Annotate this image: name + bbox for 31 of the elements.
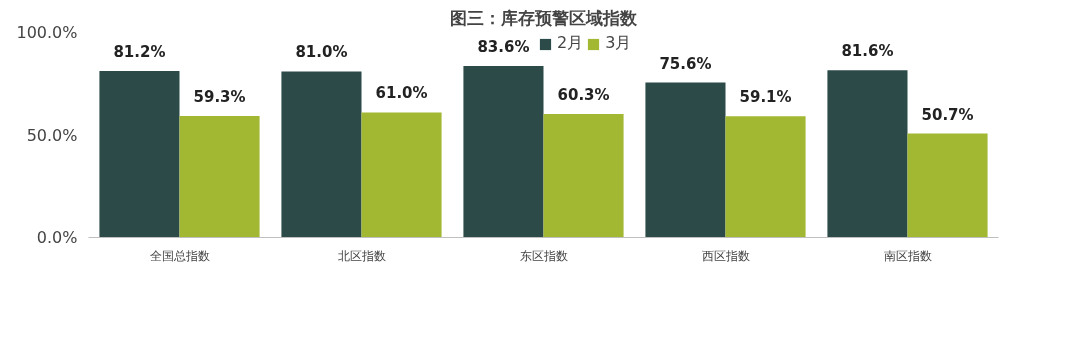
chart-title: 图三：库存预警区域指数 [450, 7, 638, 28]
legend-label: 2月 [557, 33, 584, 54]
x-tick-label: 北区指数 [337, 248, 386, 263]
bar [543, 113, 624, 238]
data-label: 81.2% [113, 43, 166, 62]
x-tick-label: 全国总指数 [149, 248, 210, 263]
bar [645, 82, 726, 238]
data-label: 50.7% [921, 105, 974, 124]
bar [827, 70, 908, 238]
x-tick-label: 东区指数 [519, 248, 568, 263]
x-tick-label: 西区指数 [701, 248, 750, 263]
bar [463, 66, 544, 238]
data-label: 81.6% [841, 42, 894, 61]
y-tick-label: 100.0% [16, 23, 78, 42]
legend-label: 3月 [605, 33, 632, 54]
data-label: 81.0% [295, 43, 348, 62]
data-label: 59.1% [739, 88, 792, 107]
x-tick-label: 南区指数 [883, 248, 932, 263]
bar [179, 115, 260, 238]
data-label: 61.0% [375, 84, 428, 103]
bar [99, 71, 180, 238]
y-tick-label: 0.0% [36, 228, 78, 247]
bar [361, 112, 442, 238]
data-label: 75.6% [659, 54, 712, 73]
bar [281, 71, 362, 238]
data-label: 83.6% [477, 38, 530, 57]
bar [725, 116, 806, 238]
data-label: 59.3% [193, 87, 246, 106]
y-tick-label: 50.0% [26, 125, 78, 145]
bar [907, 133, 988, 238]
data-label: 60.3% [557, 85, 610, 104]
